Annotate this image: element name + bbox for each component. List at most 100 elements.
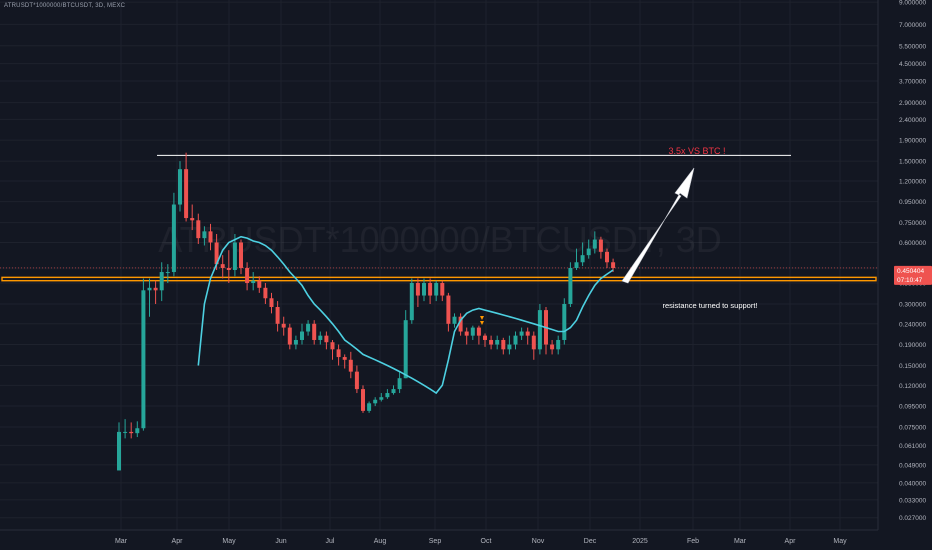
- candle-body: [196, 220, 201, 239]
- x-tick-label: Aug: [374, 538, 387, 545]
- candle-body: [580, 255, 585, 263]
- x-tick-label: Dec: [584, 538, 597, 545]
- candle-body: [422, 283, 426, 296]
- x-tick-label: Jun: [275, 538, 286, 545]
- candle-body: [507, 344, 512, 350]
- x-tick-label: May: [222, 538, 236, 545]
- candle-body: [519, 331, 524, 336]
- candle-body: [385, 393, 390, 398]
- last-price-badge: 0.450404 07:10:47: [894, 265, 932, 285]
- y-tick-label: 0.750000: [899, 220, 926, 227]
- y-tick-label: 7.000000: [899, 22, 926, 29]
- candle-body: [202, 231, 207, 239]
- candle-body: [525, 331, 530, 336]
- candle-body: [354, 371, 359, 390]
- watermark: ATRUSDT*1000000/BTCUSDT, 3D: [158, 219, 722, 260]
- candle-body: [214, 242, 219, 265]
- candle-body: [373, 399, 378, 404]
- candle-body: [562, 303, 567, 340]
- candle-body: [208, 231, 213, 243]
- last-price-value: 0.450404: [897, 268, 924, 275]
- y-tick-label: 0.120000: [899, 383, 926, 390]
- candle-body: [598, 239, 603, 252]
- candle-body: [464, 331, 469, 336]
- x-tick-label: Oct: [481, 538, 492, 545]
- target-arrow-icon: [621, 167, 695, 284]
- candle-body: [232, 242, 237, 270]
- support-annotation: resistance turned to support!: [662, 301, 757, 310]
- candle-body: [550, 344, 555, 350]
- candle-body: [239, 242, 243, 268]
- candle-body: [251, 280, 256, 284]
- candle-body: [324, 335, 329, 343]
- y-tick-label: 0.061000: [899, 443, 926, 450]
- candle-body: [220, 264, 225, 268]
- candle-body: [117, 431, 121, 471]
- support-zone: [1, 276, 877, 282]
- y-tick-label: 0.950000: [899, 199, 926, 206]
- x-tick-label: Mar: [734, 538, 747, 545]
- candle-body: [537, 310, 542, 350]
- candle-body: [391, 389, 396, 394]
- candle-body: [330, 342, 335, 350]
- candle-body: [403, 320, 408, 379]
- candle-body: [531, 335, 536, 350]
- candle-body: [226, 268, 231, 270]
- candle-body: [446, 295, 451, 324]
- candle-body: [153, 287, 158, 291]
- candle-body: [281, 323, 286, 328]
- candle-body: [434, 283, 439, 296]
- candle-body: [178, 169, 182, 205]
- candle-body: [574, 262, 579, 268]
- signal-marker-icon: [480, 316, 484, 325]
- y-tick-label: 2.900000: [899, 100, 926, 107]
- candle-body: [367, 403, 372, 411]
- candle-body: [592, 239, 597, 249]
- candle-body: [348, 359, 353, 372]
- x-tick-label: Apr: [785, 538, 797, 545]
- y-tick-label: 0.300000: [899, 301, 926, 308]
- symbol-title: ATRUSDT*1000000/BTCUSDT, 3D, MEXC: [4, 3, 126, 9]
- y-tick-label: 1.900000: [899, 138, 926, 145]
- y-tick-label: 0.040000: [899, 480, 926, 487]
- y-tick-label: 2.400000: [899, 117, 926, 124]
- candle-body: [165, 272, 170, 274]
- candle-body: [415, 283, 420, 296]
- candle-body: [257, 280, 262, 288]
- candle-body: [489, 339, 494, 345]
- candle-body: [287, 327, 292, 345]
- candle-body: [513, 335, 518, 345]
- candle-body: [147, 287, 152, 291]
- x-tick-label: Mar: [115, 538, 128, 545]
- candle-body: [312, 323, 317, 340]
- candle-body: [379, 397, 384, 400]
- ema-line: [197, 235, 614, 395]
- candle-body: [318, 335, 323, 340]
- candle-body: [263, 287, 268, 299]
- candle-body: [159, 272, 164, 291]
- y-tick-label: 0.049000: [899, 462, 926, 469]
- candle-body: [483, 335, 487, 340]
- candle-body: [300, 331, 304, 340]
- candle-body: [495, 339, 500, 345]
- candle-body: [129, 431, 134, 434]
- last-price-countdown: 07:10:47: [897, 277, 923, 284]
- candle-body: [568, 268, 573, 304]
- candle-body: [293, 339, 298, 345]
- x-tick-label: Jul: [326, 538, 335, 545]
- y-tick-label: 1.200000: [899, 178, 926, 185]
- candle-body: [458, 316, 463, 332]
- y-tick-label: 0.075000: [899, 425, 926, 432]
- candle-body: [269, 298, 274, 307]
- candle-body: [605, 251, 609, 263]
- x-tick-label: 2025: [632, 538, 648, 545]
- y-tick-label: 9.000000: [899, 0, 926, 7]
- candle-body: [440, 283, 445, 296]
- candle-body: [245, 268, 250, 284]
- y-tick-label: 1.500000: [899, 159, 926, 166]
- candle-body: [361, 389, 365, 411]
- y-tick-label: 0.600000: [899, 240, 926, 247]
- candle-body: [409, 283, 414, 321]
